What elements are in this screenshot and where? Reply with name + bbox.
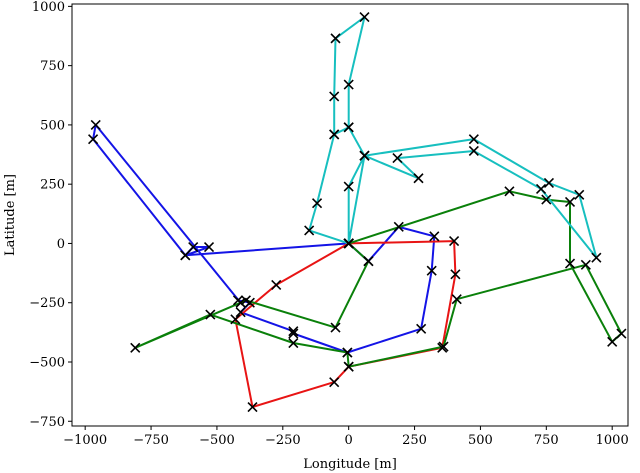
data-point-marker (288, 328, 299, 339)
series-0 (92, 123, 436, 354)
y-tick-label: −500 (29, 355, 65, 370)
data-point-marker (438, 341, 449, 352)
series-3 (308, 16, 598, 259)
data-point-marker (580, 259, 591, 270)
series-0-line (92, 123, 436, 354)
data-point-marker (130, 342, 141, 353)
y-tick-label: 1000 (32, 0, 65, 15)
x-axis-label: Longitude [m] (303, 457, 397, 472)
data-point-marker (235, 297, 246, 308)
x-tick-label: −750 (133, 433, 169, 448)
x-tick-label: −250 (265, 433, 301, 448)
data-point-marker (342, 347, 353, 358)
data-point-marker (203, 241, 215, 253)
data-point-marker (240, 295, 251, 306)
y-axis-label: Latitude [m] (3, 174, 18, 256)
x-tick-label: 1000 (596, 433, 629, 448)
data-point-marker (426, 265, 437, 276)
data-point-marker (363, 256, 374, 267)
y-tick-label: 250 (40, 178, 65, 193)
data-point-marker (616, 328, 627, 339)
y-tick-label: 750 (40, 59, 65, 74)
data-point-marker (416, 323, 427, 334)
data-point-marker (188, 241, 199, 253)
data-point-marker (468, 145, 479, 157)
data-point-marker (541, 194, 552, 205)
data-point-marker (359, 11, 370, 23)
data-point-marker (329, 129, 340, 140)
data-point-marker (535, 183, 547, 194)
x-axis-ticks: −1000 −750 −500 −250 0 250 500 750 1000 (63, 426, 629, 448)
x-tick-label: 500 (468, 433, 493, 448)
data-point-marker (288, 337, 299, 349)
series-3-line (308, 16, 598, 259)
data-point-marker (288, 326, 299, 337)
data-point-marker (504, 186, 515, 197)
plot-frame (71, 3, 629, 427)
data-point-marker (429, 231, 440, 242)
data-point-marker (180, 250, 191, 261)
data-point-marker (564, 258, 576, 269)
data-point-marker (413, 173, 424, 184)
y-tick-label: −750 (29, 415, 65, 430)
data-point-marker (607, 336, 618, 347)
y-tick-label: −250 (29, 296, 65, 311)
data-point-marker (247, 401, 258, 413)
data-point-marker (343, 79, 354, 90)
data-point-marker (468, 134, 479, 145)
x-tick-label: 750 (534, 433, 559, 448)
data-point-marker (343, 238, 354, 249)
series-2-line (134, 190, 623, 368)
series-2 (134, 190, 623, 368)
data-point-marker (359, 150, 370, 161)
data-point-marker (564, 196, 576, 208)
data-point-marker (343, 361, 354, 372)
series-1-markers (230, 236, 461, 413)
data-point-marker (90, 119, 101, 130)
data-point-marker (311, 198, 323, 209)
data-point-marker (392, 153, 403, 164)
data-point-marker (393, 221, 404, 232)
data-point-marker (235, 307, 246, 318)
data-point-marker (451, 294, 462, 305)
series-3-markers (304, 11, 602, 263)
data-point-marker (330, 33, 341, 44)
data-point-marker (304, 225, 315, 236)
data-point-marker (330, 322, 341, 333)
data-point-marker (329, 377, 340, 388)
axes (71, 3, 629, 427)
series-1-line (234, 240, 457, 408)
y-tick-label: 0 (57, 237, 65, 252)
data-point-marker (574, 189, 585, 200)
x-tick-label: −500 (199, 433, 235, 448)
data-point-marker (343, 181, 354, 192)
data-point-marker (230, 314, 241, 325)
series-1 (234, 240, 457, 408)
x-tick-label: −1000 (63, 433, 107, 448)
x-tick-label: 0 (345, 433, 353, 448)
data-point-marker (343, 122, 354, 133)
x-tick-label: 250 (402, 433, 427, 448)
data-point-marker (329, 91, 340, 102)
data-point-marker (591, 252, 602, 263)
data-point-marker (205, 309, 216, 320)
data-point-marker (450, 269, 461, 280)
data-point-marker (543, 177, 555, 189)
data-point-marker (88, 134, 99, 145)
y-tick-label: 500 (40, 118, 65, 133)
data-point-marker (271, 279, 282, 291)
data-point-marker (449, 236, 460, 247)
y-axis-ticks: −750 −500 −250 0 250 500 750 1000 (29, 0, 72, 430)
series-layer (88, 11, 627, 413)
